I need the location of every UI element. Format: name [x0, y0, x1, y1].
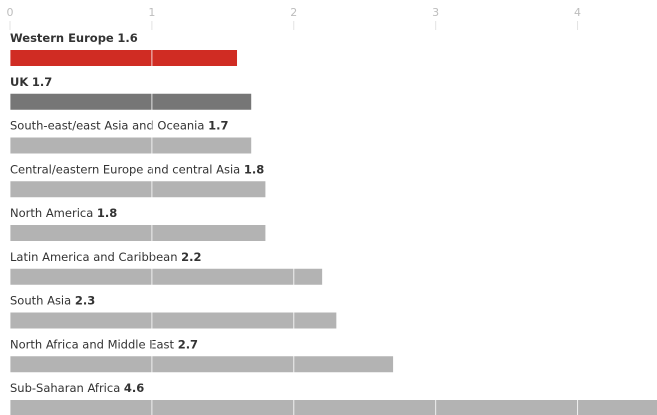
value-label: 1.6 [117, 31, 137, 45]
bar [10, 312, 337, 329]
value-label: 1.7 [32, 74, 52, 88]
bar-label: Latin America and Caribbean 2.2 [10, 249, 202, 263]
bar-label: North America 1.8 [10, 206, 117, 220]
value-label: 2.2 [181, 249, 201, 263]
bar [10, 181, 266, 198]
category-label: Central/eastern Europe and central Asia [10, 162, 240, 176]
category-label: Western Europe [10, 31, 114, 45]
x-tick-label: 0 [7, 6, 14, 19]
bar-label: Sub-Saharan Africa 4.6 [10, 381, 144, 395]
bar [10, 225, 266, 241]
bar-label: UK 1.7 [10, 74, 52, 88]
bar-label: North Africa and Middle East 2.7 [10, 337, 198, 351]
category-label: South Asia [10, 293, 71, 307]
bar-label: Central/eastern Europe and central Asia … [10, 162, 264, 176]
x-tick-label: 2 [290, 6, 297, 19]
value-label: 1.7 [208, 118, 228, 132]
category-label: North Africa and Middle East [10, 337, 175, 351]
x-tick-label: 3 [432, 6, 439, 19]
category-label: Sub-Saharan Africa [10, 381, 120, 395]
value-label: 2.3 [75, 293, 95, 307]
bar [10, 50, 238, 66]
bar [10, 137, 252, 154]
x-tick-label: 1 [148, 6, 155, 19]
bar [10, 268, 323, 285]
category-label: North America [10, 206, 93, 220]
value-label: 1.8 [97, 206, 117, 220]
bar [10, 400, 657, 415]
x-tick-label: 4 [574, 6, 581, 19]
bar [10, 356, 394, 373]
bar-label: South-east/east Asia and Oceania 1.7 [10, 118, 228, 132]
bar-label: South Asia 2.3 [10, 293, 95, 307]
bar-label: Western Europe 1.6 [10, 31, 138, 45]
category-label: Latin America and Caribbean [10, 249, 178, 263]
category-label: South-east/east Asia and Oceania [10, 118, 204, 132]
category-label: UK [10, 74, 29, 88]
bar [10, 93, 252, 110]
value-label: 2.7 [178, 337, 198, 351]
value-label: 1.8 [244, 162, 264, 176]
value-label: 4.6 [124, 381, 144, 395]
